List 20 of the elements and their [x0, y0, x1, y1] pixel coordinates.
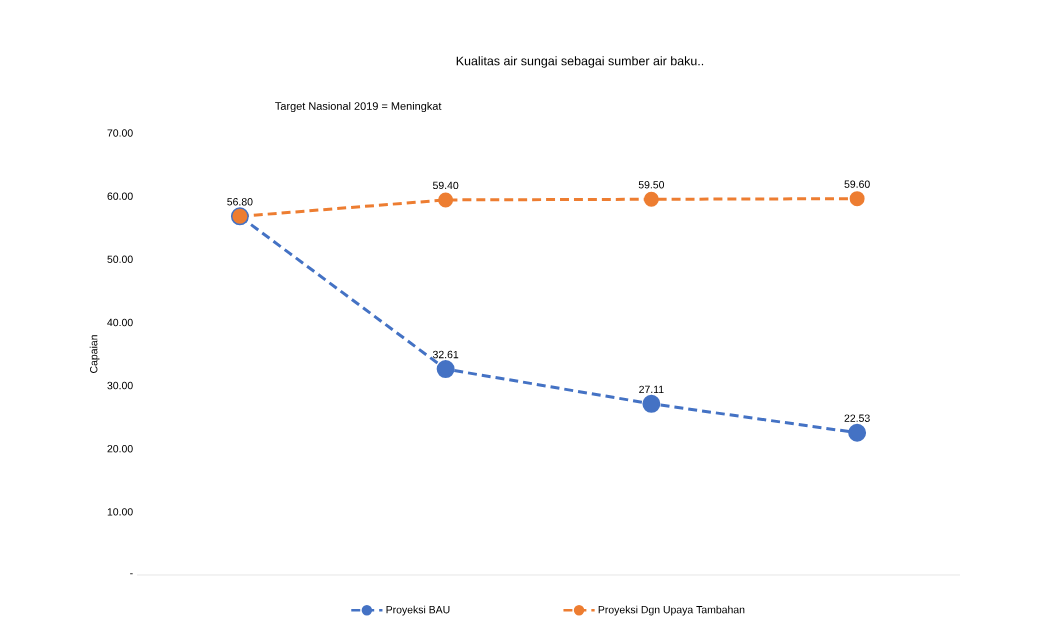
- data-label: 59.50: [638, 181, 665, 189]
- y-axis-title: Capaian: [89, 335, 100, 373]
- text: Target Nasional 2019 = Meningkat: [275, 101, 442, 113]
- y-tick-label: 50.00: [107, 255, 133, 263]
- y-tick-label: -: [130, 573, 133, 575]
- y-tick-label: 70.00: [107, 129, 133, 137]
- data-label: 22.53: [844, 414, 870, 422]
- y-tick-label: 40.00: [107, 318, 133, 327]
- y-tick-label: 20.00: [107, 445, 133, 453]
- data-label: 59.40: [432, 181, 459, 190]
- y-tick-label: 60.00: [107, 192, 133, 200]
- legend-label: Proyeksi BAU: [386, 605, 450, 616]
- data-label: 27.11: [639, 385, 664, 393]
- legend-label: Proyeksi Dgn Upaya Tambahan: [598, 605, 745, 616]
- chart-title: Kualitas air sungai sebagai sumber air baku..: [456, 56, 704, 68]
- y-tick-label: 30.00: [107, 381, 133, 390]
- data-label: 56.80: [227, 198, 253, 206]
- data-label: 32.61: [432, 350, 459, 359]
- y-tick-label: 10.00: [107, 508, 133, 516]
- data-label: 59.60: [844, 180, 870, 188]
